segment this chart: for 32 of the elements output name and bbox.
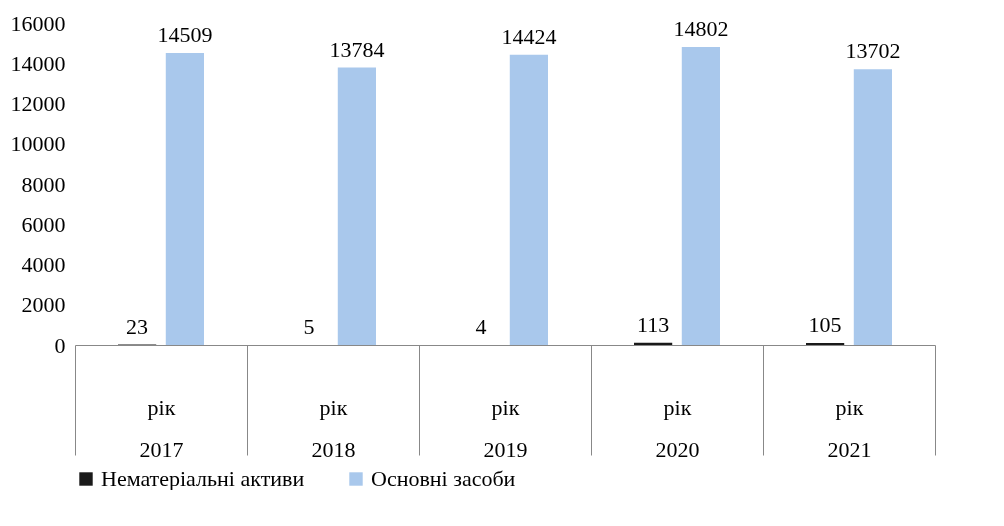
y-tick-label: 6000: [21, 211, 66, 237]
bar: [853, 69, 892, 345]
bar: [681, 47, 720, 345]
data-label: 4: [475, 313, 487, 339]
y-tick-label: 0: [54, 332, 66, 358]
data-label: 14509: [157, 22, 213, 48]
bar: [806, 342, 845, 345]
data-label: 13784: [329, 36, 385, 62]
data-label: 14802: [673, 16, 729, 42]
y-tick-label: 8000: [21, 171, 66, 197]
legend-label: Основні засоби: [371, 466, 516, 491]
x-tick-label: рік 2018: [311, 394, 356, 462]
bar: [165, 53, 204, 345]
legend-label: Нематеріальні активи: [101, 466, 305, 491]
y-tick-label: 2000: [21, 292, 66, 318]
data-label: 5: [303, 313, 315, 339]
x-tick-label: рік 2021: [827, 394, 872, 462]
y-tick-label: 12000: [10, 91, 66, 116]
data-label: 23: [126, 313, 149, 339]
data-label: 13702: [845, 38, 901, 64]
bar: [509, 54, 548, 345]
bar: [337, 67, 376, 345]
y-tick-label: 10000: [10, 131, 66, 157]
x-tick-label: рік 2019: [483, 394, 528, 462]
y-tick-label: 16000: [10, 10, 66, 36]
data-label: 14424: [501, 23, 557, 49]
y-tick-label: 4000: [21, 252, 66, 277]
x-tick-label: рік 2017: [139, 394, 184, 462]
y-tick-label: 14000: [10, 50, 66, 76]
x-tick-label: рік 2020: [655, 394, 700, 462]
data-label: 113: [637, 311, 670, 337]
data-label: 105: [808, 311, 842, 337]
